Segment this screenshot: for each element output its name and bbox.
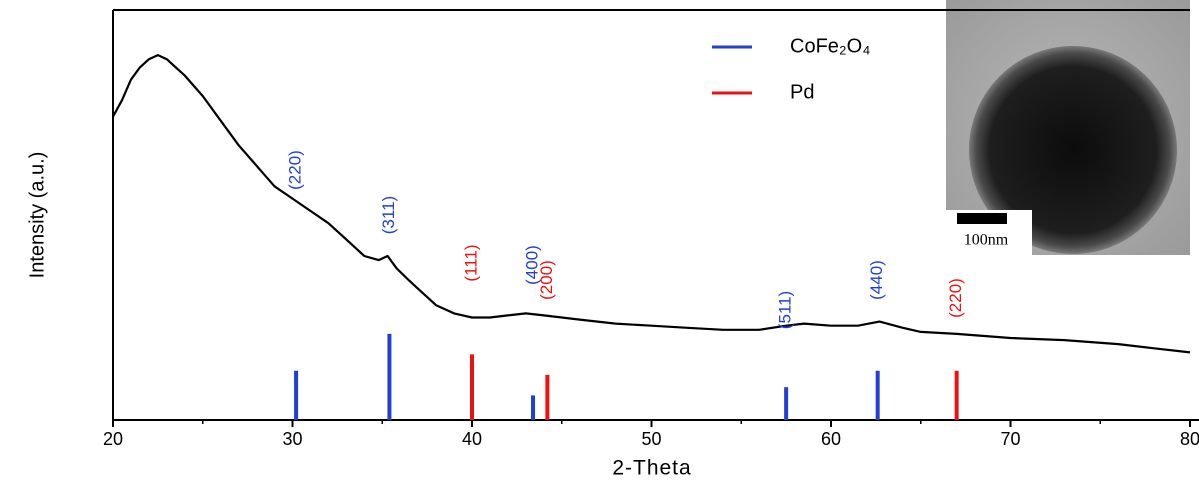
peak-label: (400) [523,245,542,285]
peak-label: (200) [537,260,556,300]
scale-label: 100nm [964,232,1009,249]
x-tick-label: 60 [821,429,841,449]
peak-label: (311) [379,196,398,234]
peak-label: (220) [286,150,305,190]
x-tick-label: 80 [1180,429,1199,449]
peak-label: (220) [946,278,965,318]
x-tick-label: 50 [641,429,661,449]
legend-label: Pd [790,81,814,103]
scale-bar [957,213,1007,224]
tem-inset: 100nm [946,0,1190,255]
x-axis-title: 2-Theta [612,457,691,480]
peak-label: (440) [867,260,886,300]
x-tick-label: 30 [282,429,302,449]
x-tick-label: 40 [462,429,482,449]
peak-label: (511) [776,291,795,329]
inset-particle [969,46,1177,254]
x-tick-label: 20 [103,429,123,449]
y-axis-title: Intensity (a.u.) [26,152,48,279]
peak-label: (111) [461,244,480,281]
legend-label: CoFe₂O₄ [790,35,870,57]
xrd-curve [112,54,1191,354]
x-tick-label: 70 [1000,429,1020,449]
